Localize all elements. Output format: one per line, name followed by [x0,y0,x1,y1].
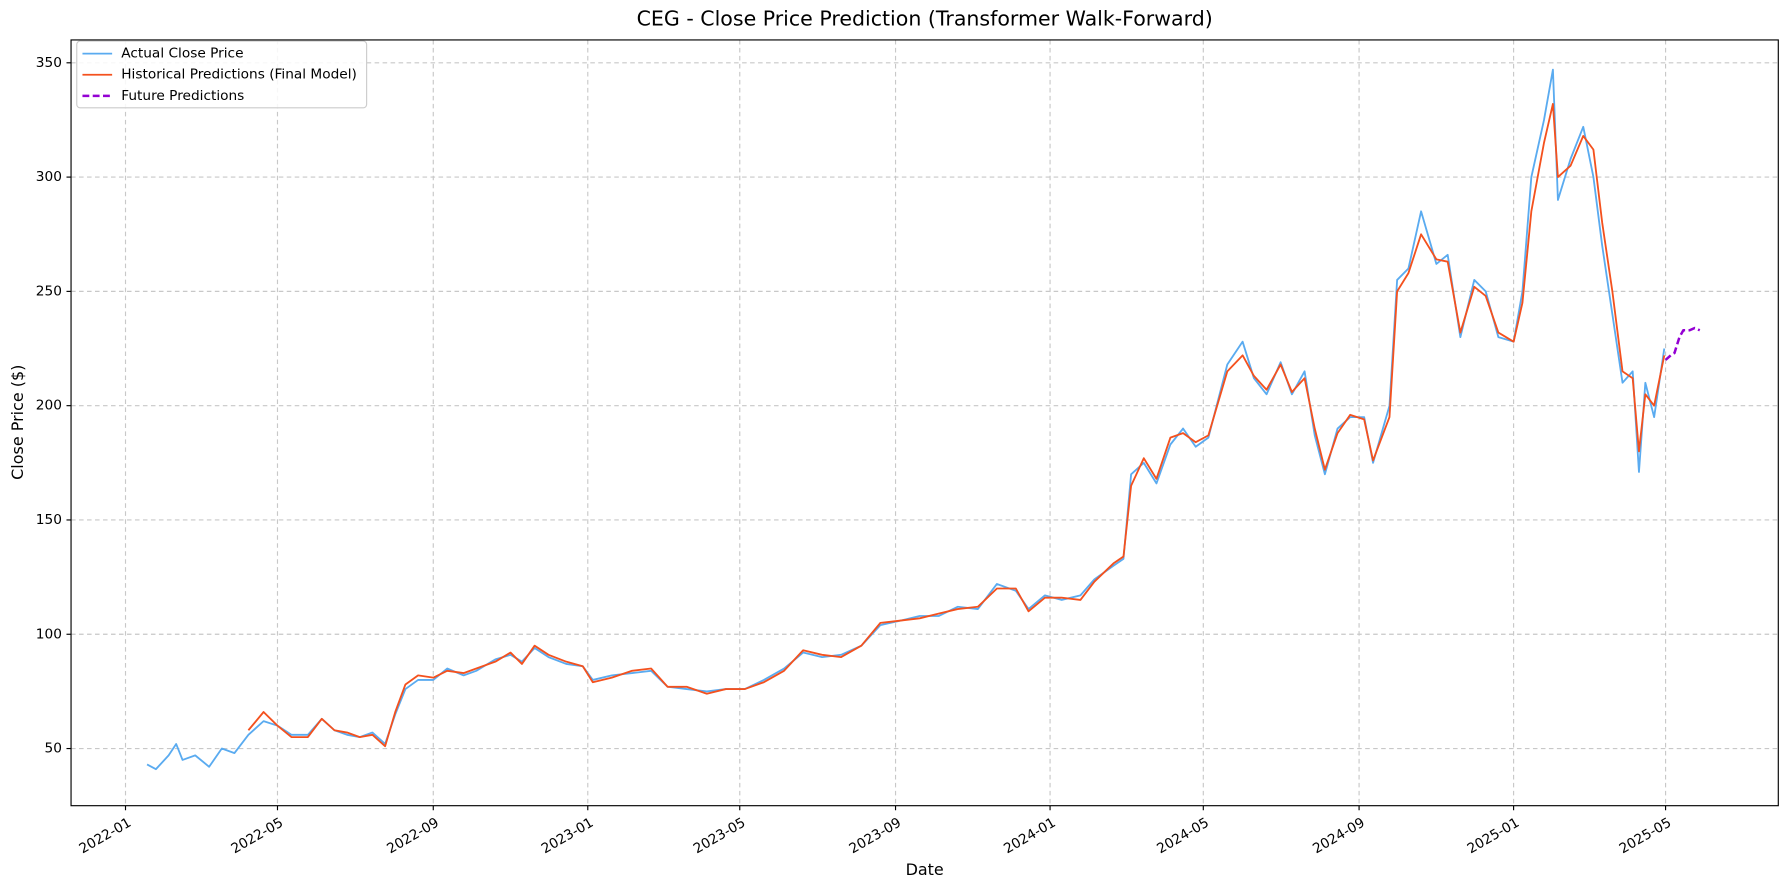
y-axis-label: Close Price ($) [8,365,27,480]
y-tick-label: 350 [36,55,62,71]
legend-label: Actual Close Price [121,46,243,62]
y-tick-label: 50 [44,741,61,757]
plot-frame [70,39,1779,807]
series-line [247,103,1666,748]
legend-box [76,40,368,109]
y-tick-label: 200 [36,398,62,414]
y-tick-label: 300 [36,169,62,185]
y-tick-label: 250 [36,283,62,299]
legend-label: Future Predictions [121,88,244,104]
y-tick-label: 100 [36,626,62,642]
chart-title: CEG - Close Price Prediction (Transforme… [637,6,1213,30]
y-tick-label: 150 [36,512,62,528]
series-line [146,68,1666,771]
x-axis-label: Date [906,860,944,879]
series-line [1664,326,1701,361]
legend-label: Historical Predictions (Final Model) [121,67,357,83]
